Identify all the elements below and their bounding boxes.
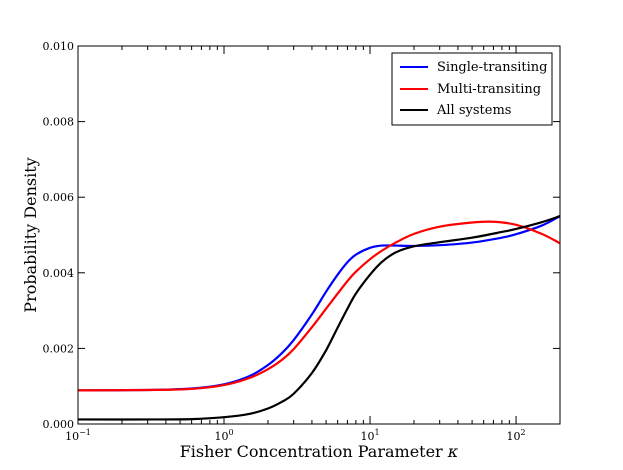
x-axis-label: Fisher Concentration Parameter κ: [180, 442, 459, 461]
x-tick-label: 10−1: [65, 428, 91, 443]
legend-label-multi: Multi-transiting: [437, 82, 541, 97]
legend: Single-transiting Multi-transiting All s…: [391, 52, 553, 126]
y-tick-label: 0.004: [43, 267, 75, 280]
x-tick-label: 100: [214, 428, 233, 443]
plot-area: 0.000 0.002 0.004 0.006 0.008 0.010 10−1 100 101…: [43, 40, 561, 443]
series-line-all-systems: [78, 215, 560, 421]
y-axis-label: Probability Density: [21, 157, 40, 312]
plot-frame: [77, 45, 561, 425]
x-tick-label: 101: [360, 428, 379, 443]
y-tick-label: 0.000: [43, 418, 75, 431]
ticks: 0.000 0.002 0.004 0.006 0.008 0.010 10−1 100 101…: [43, 40, 561, 443]
y-tick-label: 0.006: [43, 191, 75, 204]
y-tick-label: 0.010: [43, 40, 75, 53]
x-tick-label: 102: [506, 428, 525, 443]
legend-label-single: Single-transiting: [437, 60, 547, 75]
legend-label-all: All systems: [436, 103, 511, 118]
y-tick-label: 0.002: [43, 342, 75, 355]
series-line-multi-transiting: [78, 220, 560, 392]
series-group: [78, 215, 560, 421]
y-tick-label: 0.008: [43, 116, 75, 129]
series-line-single-transiting: [78, 215, 560, 392]
